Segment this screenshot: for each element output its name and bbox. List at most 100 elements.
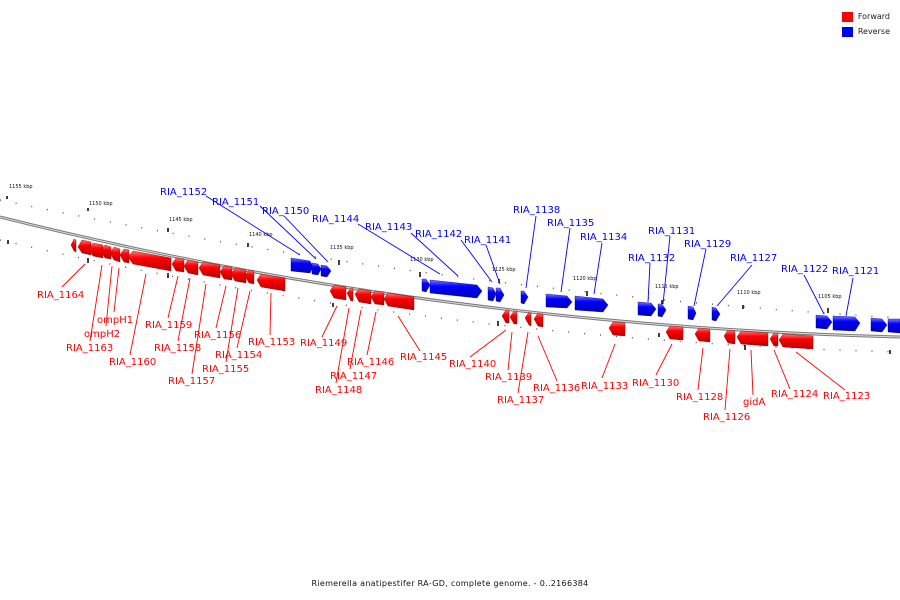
gene-arrow-reverse[interactable] [487, 286, 497, 302]
gene-arrow-forward[interactable] [183, 259, 199, 276]
gene-label[interactable]: RIA_1141 [464, 235, 511, 246]
gene-arrow-forward[interactable] [694, 327, 711, 343]
gene-label[interactable]: RIA_1164 [37, 290, 84, 301]
gene-label[interactable]: RIA_1146 [347, 357, 394, 368]
gene-label[interactable]: RIA_1140 [449, 359, 496, 370]
reverse-swatch [841, 26, 853, 37]
gene-arrow-reverse[interactable] [687, 305, 697, 321]
gene-label[interactable]: RIA_1128 [676, 392, 723, 403]
gene-arrow-reverse[interactable] [311, 262, 322, 276]
gene-arrow-reverse[interactable] [815, 314, 833, 330]
gene-label[interactable]: RIA_1152 [160, 187, 207, 198]
gene-arrow-forward[interactable] [329, 284, 347, 301]
gene-label[interactable]: RIA_1144 [312, 214, 359, 225]
gene-label[interactable]: RIA_1142 [415, 229, 462, 240]
gene-arrow-forward[interactable] [256, 273, 286, 292]
gene-arrow-reverse[interactable] [832, 315, 861, 332]
gene-label[interactable]: RIA_1126 [703, 412, 750, 423]
gene-label[interactable]: RIA_1143 [365, 222, 412, 233]
gene-arrow-forward[interactable] [171, 257, 185, 273]
tick-label: 1145 kbp [169, 217, 193, 223]
gene-label[interactable]: RIA_1156 [194, 330, 241, 341]
gene-label[interactable]: RIA_1127 [730, 253, 777, 264]
gene-arrow-forward[interactable] [736, 330, 769, 347]
gene-label[interactable]: RIA_1134 [580, 232, 627, 243]
gene-label[interactable]: ompH2 [84, 329, 120, 340]
gene-arrow-forward[interactable] [244, 269, 255, 285]
gene-label[interactable]: RIA_1131 [648, 226, 695, 237]
gene-arrow-forward[interactable] [608, 321, 626, 337]
gene-label[interactable]: RIA_1138 [513, 205, 560, 216]
gene-arrow-reverse[interactable] [711, 306, 721, 322]
forward-label: Forward [857, 12, 890, 21]
gene-arrow-forward[interactable] [524, 311, 532, 327]
gene-arrow-forward[interactable] [77, 239, 92, 256]
gene-label[interactable]: RIA_1124 [771, 389, 818, 400]
gene-arrow-forward[interactable] [198, 261, 221, 279]
gene-label[interactable]: RIA_1160 [109, 357, 156, 368]
gene-arrow-forward[interactable] [109, 246, 121, 263]
gene-label[interactable]: gidA [743, 397, 765, 408]
gene-label[interactable]: RIA_1163 [66, 343, 113, 354]
gene-label[interactable]: RIA_1150 [262, 206, 309, 217]
gene-arrow-forward[interactable] [346, 287, 354, 302]
gene-label[interactable]: RIA_1145 [400, 352, 447, 363]
gene-arrow-reverse[interactable] [870, 317, 888, 333]
gene-arrow-reverse[interactable] [320, 264, 332, 278]
gene-arrow-forward[interactable] [354, 288, 372, 305]
gene-label[interactable]: RIA_1151 [212, 197, 259, 208]
gene-label[interactable]: ompH1 [97, 315, 133, 326]
gene-arrow-forward[interactable] [533, 312, 544, 328]
gene-label[interactable]: RIA_1154 [215, 350, 262, 361]
gene-label[interactable]: RIA_1148 [315, 385, 362, 396]
gene-arrow-forward[interactable] [219, 265, 233, 281]
forward-leader-lines [61, 263, 846, 411]
gene-arrow-forward[interactable] [723, 329, 736, 345]
gene-arrow-forward[interactable] [769, 332, 779, 347]
gene-arrow-forward[interactable] [383, 292, 415, 311]
gene-label[interactable]: RIA_1129 [684, 239, 731, 250]
legend-item-forward: Forward [841, 9, 890, 24]
gene-arrow-reverse[interactable] [887, 318, 900, 334]
gene-label[interactable]: RIA_1132 [628, 253, 675, 264]
gene-label[interactable]: RIA_1135 [547, 218, 594, 229]
gene-arrow-forward[interactable] [127, 250, 172, 272]
gene-arrow-reverse[interactable] [495, 287, 505, 303]
gene-label[interactable]: RIA_1155 [202, 364, 249, 375]
gene-arrow-forward[interactable] [230, 267, 247, 284]
gene-arrow-reverse[interactable] [421, 278, 431, 293]
gene-label[interactable]: RIA_1122 [781, 264, 828, 275]
genome-caption: Riemerella anatipestifer RA-GD, complete… [311, 579, 589, 588]
gene-arrow-reverse[interactable] [657, 303, 667, 318]
gene-arrow-forward[interactable] [665, 325, 684, 341]
gene-arrow-reverse[interactable] [429, 279, 483, 299]
tick-dots-inner [0, 239, 900, 353]
tick-label: 1115 kbp [655, 284, 679, 290]
tick-label: 1110 kbp [737, 290, 761, 296]
gene-label[interactable]: RIA_1123 [823, 391, 870, 402]
gene-label[interactable]: RIA_1137 [497, 395, 544, 406]
gene-label[interactable]: RIA_1121 [832, 266, 879, 277]
gene-label[interactable]: RIA_1153 [248, 337, 295, 348]
gene-label[interactable]: RIA_1157 [168, 376, 215, 387]
gene-label[interactable]: RIA_1136 [533, 383, 580, 394]
gene-label[interactable]: RIA_1130 [632, 378, 679, 389]
gene-arrow-forward[interactable] [70, 238, 77, 253]
gene-label[interactable]: RIA_1159 [145, 320, 192, 331]
gene-arrow-reverse[interactable] [574, 295, 609, 313]
gene-arrow-forward[interactable] [509, 310, 518, 325]
gene-label[interactable]: RIA_1139 [485, 372, 532, 383]
gene-label[interactable]: RIA_1147 [330, 371, 377, 382]
gene-arrow-forward[interactable] [370, 290, 385, 306]
gene-arrow-reverse[interactable] [637, 301, 657, 317]
gene-arrow-forward[interactable] [501, 309, 510, 324]
gene-label[interactable]: RIA_1133 [581, 381, 628, 392]
gene-label[interactable]: RIA_1158 [154, 343, 201, 354]
gene-arrow-reverse[interactable] [290, 257, 314, 274]
gene-arrow-forward[interactable] [119, 248, 130, 264]
legend: Forward Reverse [841, 9, 890, 39]
gene-arrow-forward[interactable] [778, 333, 814, 350]
gene-label[interactable]: RIA_1149 [300, 338, 347, 349]
gene-arrow-reverse[interactable] [520, 290, 529, 305]
gene-arrow-reverse[interactable] [545, 293, 573, 309]
